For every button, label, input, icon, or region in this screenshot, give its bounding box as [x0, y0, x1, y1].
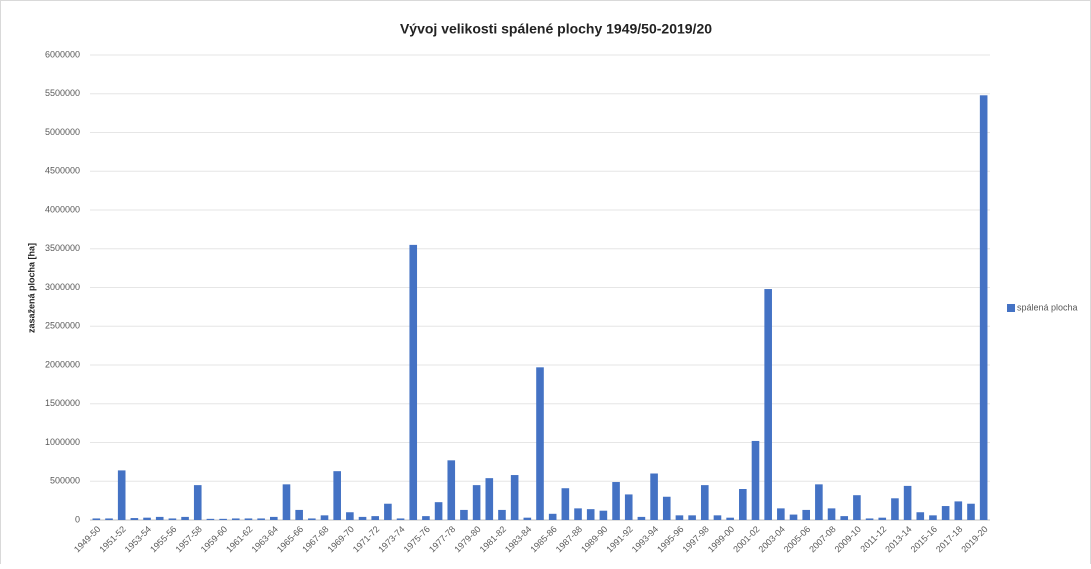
bar — [929, 515, 937, 520]
bar — [637, 516, 646, 520]
bar — [878, 517, 887, 520]
bar — [270, 516, 278, 520]
bar — [257, 518, 265, 520]
bar — [346, 512, 354, 520]
bar — [979, 95, 988, 521]
bar — [751, 440, 760, 520]
y-tick-label: 500000 — [50, 476, 80, 486]
y-axis-label: zasažená plocha [ha] — [26, 243, 36, 333]
y-tick-label: 1000000 — [45, 437, 80, 447]
bar — [599, 510, 608, 520]
bar — [586, 509, 595, 520]
bar — [853, 495, 861, 520]
bar — [333, 471, 341, 520]
y-tick-label: 6000000 — [45, 49, 80, 59]
bar — [510, 475, 519, 520]
bar — [713, 515, 722, 520]
bar — [815, 484, 823, 520]
bar — [865, 518, 874, 520]
y-tick-label: 4000000 — [45, 204, 80, 214]
bar — [447, 460, 456, 520]
bar — [827, 508, 836, 520]
bar — [92, 518, 101, 520]
bar — [384, 503, 392, 520]
bar — [624, 494, 633, 520]
y-tick-label: 5000000 — [45, 127, 80, 137]
bar — [219, 518, 227, 520]
bar — [675, 515, 684, 520]
bar — [472, 485, 481, 520]
bar — [206, 518, 215, 520]
y-tick-label: 1500000 — [45, 398, 80, 408]
bar — [916, 512, 925, 520]
bar — [700, 485, 709, 520]
bar — [130, 518, 139, 520]
bar — [903, 485, 912, 520]
bar — [954, 501, 963, 520]
bar — [941, 506, 950, 520]
bar — [777, 508, 785, 520]
legend-swatch — [1007, 304, 1015, 312]
bar — [574, 508, 582, 520]
bar — [143, 517, 151, 520]
bar — [460, 509, 468, 520]
bar — [523, 517, 532, 520]
bar — [308, 518, 316, 520]
bar — [105, 518, 113, 520]
bar — [561, 488, 570, 520]
bar — [802, 509, 810, 520]
bar — [396, 518, 405, 520]
bar — [726, 517, 734, 520]
y-tick-label: 5500000 — [45, 88, 80, 98]
bar — [688, 515, 696, 520]
y-tick-label: 2000000 — [45, 359, 80, 369]
y-tick-label: 3000000 — [45, 282, 80, 292]
bar — [548, 513, 557, 520]
y-tick-label: 4500000 — [45, 166, 80, 176]
bar — [650, 473, 658, 520]
legend-label: spálená plocha — [1017, 302, 1078, 312]
bar — [739, 489, 747, 520]
bar — [498, 509, 506, 520]
y-tick-label: 0 — [75, 514, 80, 524]
bar — [295, 509, 303, 520]
bar — [612, 482, 620, 520]
bar — [231, 518, 240, 520]
bar — [117, 470, 126, 520]
bar — [155, 516, 164, 520]
bar — [840, 516, 849, 520]
y-tick-label: 2500000 — [45, 321, 80, 331]
bar — [282, 484, 291, 520]
chart-title: Vývoj velikosti spálené plochy 1949/50-2… — [400, 21, 712, 37]
bar — [320, 515, 329, 520]
bar — [409, 244, 418, 520]
bar — [485, 478, 494, 520]
bar — [371, 516, 380, 520]
bar — [168, 518, 177, 520]
y-tick-label: 3500000 — [45, 243, 80, 253]
bar — [434, 502, 443, 520]
bar — [193, 485, 202, 520]
bar — [181, 516, 189, 520]
bar — [789, 514, 798, 520]
bar — [967, 503, 975, 520]
bar — [764, 289, 772, 520]
bar — [891, 498, 899, 520]
bar — [536, 367, 544, 520]
bar — [244, 518, 253, 520]
bar — [662, 496, 671, 520]
bar — [358, 516, 367, 520]
bar — [422, 516, 430, 520]
